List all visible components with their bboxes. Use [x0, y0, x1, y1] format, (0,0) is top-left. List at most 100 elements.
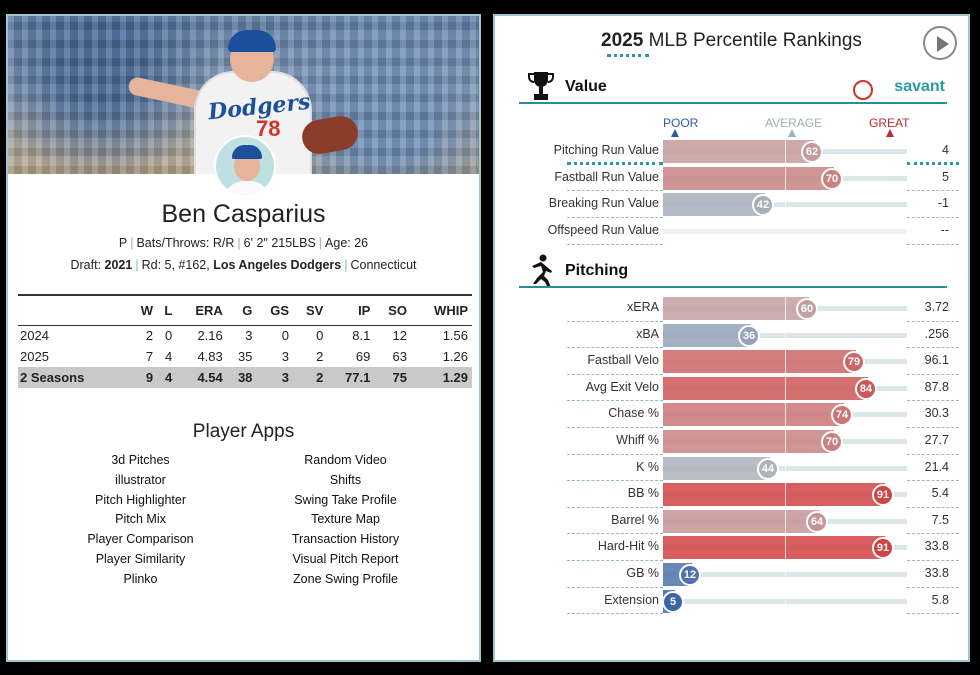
percentile-dot[interactable]: 70 — [821, 431, 843, 453]
metric-divider — [907, 190, 959, 192]
percentile-bar — [663, 509, 819, 533]
stats-header-whip[interactable]: WHIP — [410, 294, 472, 326]
stats-header-so[interactable]: SO — [374, 294, 411, 326]
metric-value: 5 — [942, 169, 949, 184]
percentile-dot[interactable]: 84 — [855, 377, 877, 400]
player-app-link[interactable]: Shifts — [329, 472, 362, 487]
player-draft-info: Draft: 2021 | Rd: 5, #162, Los Angeles Dod… — [70, 258, 417, 272]
play-button[interactable] — [923, 26, 957, 60]
stats-header-sv[interactable]: SV — [293, 294, 328, 326]
metric-divider — [567, 161, 663, 165]
metric-divider — [907, 426, 959, 428]
percentile-dot[interactable]: 62 — [801, 141, 823, 163]
metric-row[interactable]: Hard-Hit % 91 33.8 — [495, 534, 968, 561]
percentile-dot[interactable]: 36 — [738, 324, 760, 347]
metric-divider — [907, 613, 959, 615]
average-line — [785, 589, 786, 613]
metric-value: 87.8 — [924, 379, 949, 394]
player-app-link[interactable]: Player Similarity — [95, 551, 186, 566]
percentile-dot[interactable]: 79 — [843, 351, 865, 374]
percentile-dot[interactable]: 42 — [752, 194, 774, 217]
player-app-link[interactable]: Texture Map — [311, 512, 380, 527]
percentile-dot[interactable]: 5 — [662, 590, 684, 613]
percentile-dot[interactable]: 70 — [821, 167, 843, 190]
player-app-link[interactable]: 3d Pitches — [111, 453, 170, 467]
trophy-icon — [528, 72, 554, 100]
player-app-link[interactable]: Player Comparison — [87, 532, 194, 547]
metric-row[interactable]: Whiff % 70 27.7 — [495, 428, 968, 455]
average-line — [785, 323, 786, 347]
percentile-dot[interactable]: 91 — [872, 484, 894, 507]
stats-row: 2 Seasons 9 4 4.54 38 3 2 77.1 75 1.29 — [18, 367, 472, 388]
stats-header-gs[interactable]: GS — [256, 294, 294, 326]
metric-divider — [567, 426, 663, 428]
metric-row[interactable]: Barrel % 64 7.5 — [495, 508, 968, 535]
metric-row[interactable]: xERA 60 3.72 — [495, 295, 968, 322]
metric-label: Avg Exit Velo — [585, 379, 659, 394]
stats-header-w[interactable]: W — [130, 294, 158, 326]
metric-row[interactable]: Avg Exit Velo 84 87.8 — [495, 375, 968, 402]
metric-row[interactable]: Offspeed Run Value -- — [495, 218, 968, 245]
metric-row[interactable]: xBA 36 .256 — [495, 322, 968, 349]
metric-row[interactable]: Fastball Run Value 70 5 — [495, 165, 968, 192]
stats-header-g[interactable]: G — [226, 294, 257, 326]
player-app-link[interactable]: Transaction History — [291, 532, 400, 547]
player-name: Ben Casparius — [161, 200, 326, 228]
stats-header-ip[interactable]: IP — [327, 294, 375, 326]
percentile-dot[interactable]: 74 — [831, 404, 853, 427]
metric-row[interactable]: Extension 5 5.8 — [495, 588, 968, 615]
metric-row[interactable]: Chase % 74 30.3 — [495, 401, 968, 428]
stats-cell: 38 — [226, 367, 257, 388]
average-line — [785, 140, 786, 163]
stats-cell: 2 Seasons — [18, 367, 131, 388]
average-line — [785, 403, 786, 427]
metric-row[interactable]: K % 44 21.4 — [495, 455, 968, 482]
metric-row[interactable]: BB % 91 5.4 — [495, 481, 968, 508]
scale-poor: POOR — [663, 116, 699, 130]
stats-cell: 3 — [281, 349, 290, 364]
stats-header-l[interactable]: L — [157, 294, 177, 326]
metric-value: 30.3 — [924, 406, 949, 421]
metric-divider — [907, 400, 959, 402]
percentile-dot[interactable]: 60 — [796, 298, 818, 320]
metric-row[interactable]: Pitching Run Value 62 4 — [495, 138, 968, 165]
percentile-bar — [663, 456, 770, 480]
metric-row[interactable]: Breaking Run Value 42 -1 — [495, 191, 968, 218]
metric-value: 96.1 — [924, 353, 949, 368]
percentile-dot[interactable]: 12 — [679, 564, 701, 586]
percentile-bar — [663, 193, 765, 217]
stats-cell: 69 — [355, 349, 371, 364]
metric-label: Whiff % — [616, 433, 659, 447]
player-app-link[interactable]: Random Video — [304, 453, 387, 467]
metric-divider — [907, 320, 959, 322]
metric-row[interactable]: GB % 12 33.8 — [495, 561, 968, 588]
metric-value: 5.8 — [931, 592, 949, 607]
player-app-link[interactable]: Pitch Highlighter — [94, 492, 186, 507]
percentile-dot[interactable]: 64 — [806, 510, 828, 533]
average-line — [785, 297, 786, 320]
average-line — [785, 563, 786, 586]
metric-divider — [567, 506, 663, 508]
great-marker-icon — [886, 129, 894, 137]
player-app-link[interactable]: illustrator — [115, 472, 166, 487]
player-app-link[interactable]: Plinko — [123, 571, 158, 586]
metric-label: Breaking Run Value — [548, 196, 659, 211]
stats-cell: 0 — [281, 328, 290, 344]
average-line — [785, 350, 786, 374]
metric-row[interactable]: Fastball Velo 79 96.1 — [495, 348, 968, 375]
player-app-link[interactable]: Zone Swing Profile — [293, 571, 398, 586]
player-app-link[interactable]: Visual Pitch Report — [292, 551, 399, 566]
player-app-link[interactable]: Swing Take Profile — [294, 492, 397, 507]
percentile-dot[interactable]: 91 — [872, 537, 894, 560]
percentile-bar — [663, 323, 751, 347]
player-app-link[interactable]: Pitch Mix — [115, 512, 166, 527]
metric-divider — [907, 347, 959, 349]
school: Connecticut — [350, 258, 417, 272]
rankings-year[interactable]: 2025 — [601, 30, 644, 51]
percentile-bar — [663, 350, 856, 374]
savant-logo: savant — [894, 78, 945, 95]
age: Age: 26 — [325, 236, 369, 250]
stats-header-era[interactable]: ERA — [176, 294, 227, 326]
percentile-dot[interactable]: 44 — [757, 457, 779, 480]
metric-label: Extension — [604, 592, 659, 607]
